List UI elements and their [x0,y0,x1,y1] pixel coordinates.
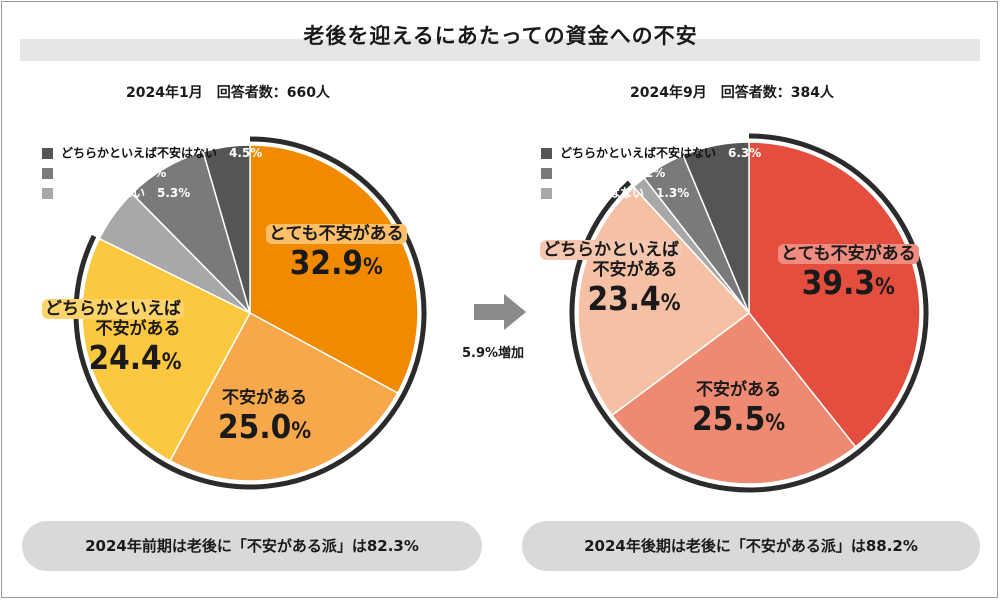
title-bar [20,39,980,61]
legend-value: 4.2% [632,166,666,180]
left-pie-slice-5 [202,144,251,314]
left-label-very-anxious: とても不安がある 32.9% [266,224,407,287]
right-pie-slice-5 [682,141,750,314]
right-label-anxious: 不安がある 25.5% [692,380,785,443]
category-label: とても不安がある [266,224,407,244]
page-title: 老後を迎えるにあたっての資金への不安 [303,24,698,48]
legend-item: どちらかといえば不安はない 4.5% [42,143,262,163]
right-label-very-anxious: とても不安がある 39.3% [778,244,919,307]
category-label-line2: 不安がある [592,260,678,280]
legend-value: 4.5% [229,146,263,160]
right-pie-slice-1 [610,311,857,485]
legend-value: 7.9% [133,166,167,180]
category-label: 不安がある [222,388,308,408]
legend-label: どちらかといえば不安はない [560,146,717,160]
left-legend: どちらかといえば不安はない 4.5% 不安はない 7.9% 全く不安はない 5.3% [42,143,262,203]
legend-swatch [541,188,552,199]
right-legend: どちらかといえば不安はない 6.3% 不安はない 4.2% 全く不安はない 1.3% [541,143,761,203]
left-subtitle: 2024年1月 回答者数：660人 [126,85,330,101]
legend-swatch [42,148,53,159]
legend-label: 全く不安はない [560,186,645,200]
category-label: とても不安がある [778,244,919,264]
left-label-somewhat-anxious: どちらかといえば 不安がある 24.4% [42,299,184,382]
percent-value: 39.3 [801,263,876,302]
category-label: どちらかといえば [42,299,184,319]
legend-label: 不安はない [61,166,122,180]
percent-value: 24.4 [88,338,162,377]
legend-label: 不安はない [560,166,621,180]
percent-unit: % [161,350,182,375]
category-label: 不安がある [696,380,782,400]
percent-value: 25.5 [692,399,766,438]
legend-value: 5.3% [157,186,191,200]
legend-value: 6.3% [728,146,762,160]
right-anxious-ring [569,133,929,493]
percent-unit: % [363,255,383,280]
percent-unit: % [660,291,681,316]
legend-label: どちらかといえば不安はない [61,146,218,160]
increase-label: 5.9%増加 [462,346,525,361]
arrow-right-icon [474,294,526,330]
left-summary: 2024年前期は老後に「不安がある派」は82.3% [22,521,482,571]
category-label-line2: 不安がある [95,319,181,339]
category-label: どちらかといえば [540,240,682,260]
percent-value: 32.9 [289,243,364,282]
legend-value: 1.3% [656,186,690,200]
right-label-somewhat-anxious: どちらかといえば 不安がある 23.4% [540,240,682,323]
left-pie-slice-2 [81,237,252,462]
percent-unit: % [875,275,895,300]
right-subtitle: 2024年9月 回答者数：384人 [630,85,834,101]
legend-item: どちらかといえば不安はない 6.3% [541,143,761,163]
legend-item: 全く不安はない 1.3% [541,183,761,203]
percent-value: 25.0 [218,407,292,446]
legend-swatch [541,148,552,159]
percent-value: 23.4 [587,279,661,318]
legend-item: 不安はない 4.2% [541,163,761,183]
legend-item: 全く不安はない 5.3% [42,183,262,203]
percent-unit: % [291,419,312,444]
left-label-anxious: 不安がある 25.0% [218,388,311,451]
legend-item: 不安はない 7.9% [42,163,262,183]
right-summary: 2024年後期は老後に「不安がある派」は88.2% [522,521,980,571]
left-anxious-ring [73,136,427,490]
legend-label: 全く不安はない [61,186,146,200]
legend-swatch [42,168,53,179]
left-pie-slice-1 [168,311,399,482]
legend-swatch [42,188,53,199]
legend-swatch [541,168,552,179]
percent-unit: % [765,411,786,436]
